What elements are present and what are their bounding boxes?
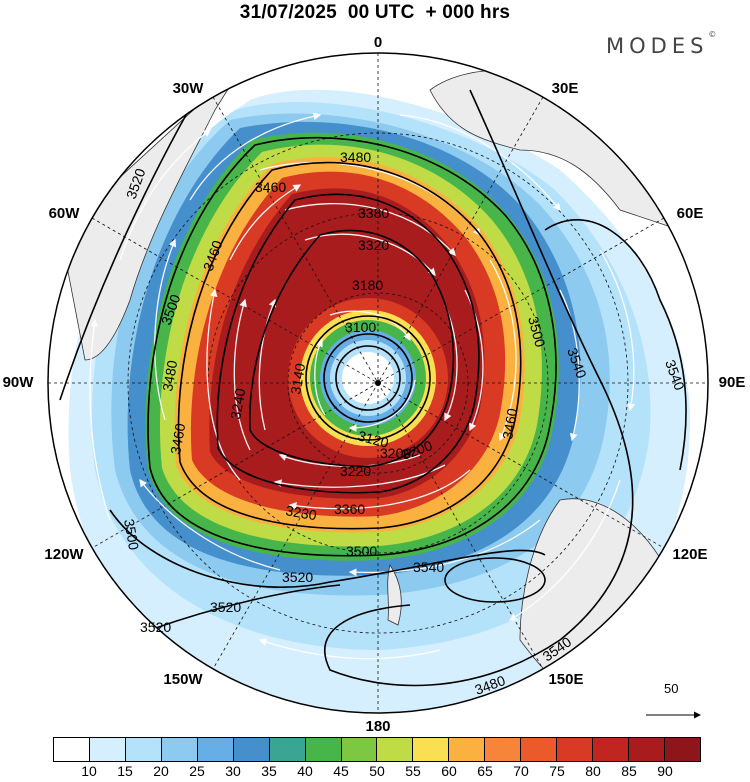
- contour-label: 3180: [352, 277, 383, 293]
- colorbar-tick-label: 25: [189, 763, 205, 779]
- lon-label-180: 180: [365, 718, 391, 735]
- contour-label: 3480: [340, 149, 371, 165]
- contour-label: 3140: [287, 362, 308, 396]
- lon-label-30e: 30E: [551, 80, 579, 97]
- colorbar-segment: [125, 738, 162, 761]
- lon-label-120w: 120W: [44, 546, 84, 563]
- colorbar-tick-label: 30: [225, 763, 241, 779]
- colorbar-tick-label: 55: [405, 763, 421, 779]
- lon-label-150w: 150W: [163, 671, 203, 688]
- lon-label-60w: 60W: [48, 205, 80, 222]
- colorbar-segment: [269, 738, 306, 761]
- brand-name: MODES: [606, 34, 709, 58]
- contour-label: 3460: [167, 422, 188, 456]
- polar-stereographic-map: 3480 3460 3380 3320 3460 3500 3520 3520 …: [47, 52, 709, 714]
- contour-label: 3100: [345, 319, 376, 335]
- contour-label: 3380: [358, 205, 389, 221]
- colorbar: [53, 737, 701, 762]
- colorbar-segment: [557, 738, 594, 761]
- contour-label: 3500: [346, 543, 377, 559]
- contour-label: 3520: [210, 599, 241, 615]
- contour-label: 3500: [121, 518, 142, 552]
- land-new-zealand: [387, 564, 402, 626]
- colorbar-tick-label: 65: [477, 763, 493, 779]
- colorbar-tick-label: 10: [81, 763, 97, 779]
- colorbar-labels: 10 15 20 25 30 35 40 45 50 55 60 65 70 75 80 85 90: [53, 763, 701, 781]
- page-title: 31/07/2025 00 UTC + 000 hrs: [239, 2, 511, 23]
- lon-label-0: 0: [373, 34, 383, 51]
- colorbar-tick-label: 75: [549, 763, 565, 779]
- colorbar-segment: [54, 738, 90, 761]
- colorbar-segment: [485, 738, 522, 761]
- colorbar-tick-label: 45: [333, 763, 349, 779]
- colorbar-tick-label: 70: [513, 763, 529, 779]
- colorbar-segment: [413, 738, 450, 761]
- lon-label-90w: 90W: [2, 374, 34, 391]
- colorbar-segment: [341, 738, 378, 761]
- contour-label: 3200: [380, 445, 411, 461]
- colorbar-tick-label: 60: [441, 763, 457, 779]
- lon-label-150e: 150E: [548, 671, 584, 688]
- modes-logo: MODES©: [606, 30, 717, 58]
- contour-label: 3230: [284, 502, 318, 523]
- reference-arrow-icon: [646, 711, 701, 719]
- colorbar-tick-label: 35: [261, 763, 277, 779]
- contour-label: 3460: [255, 179, 286, 195]
- contour-label: 3480: [159, 359, 180, 393]
- colorbar-segment: [593, 738, 629, 761]
- colorbar-segment: [377, 738, 414, 761]
- lon-label-60e: 60E: [676, 205, 704, 222]
- colorbar-segment: [161, 738, 198, 761]
- map-boundary: [47, 52, 709, 714]
- contour-label: 3500: [525, 315, 549, 349]
- contour-label-group: 3480 3460 3380 3320 3460 3500 3520 3520 …: [121, 149, 688, 698]
- shade-inner-10: [342, 352, 394, 404]
- contour-label: 3540: [413, 559, 444, 575]
- colorbar-tick-label: 15: [117, 763, 133, 779]
- lon-label-30w: 30W: [172, 80, 204, 97]
- colorbar-segment: [449, 738, 486, 761]
- colorbar-segment: [521, 738, 558, 761]
- colorbar-segment: [197, 738, 234, 761]
- reference-vector-label: 50: [664, 681, 679, 696]
- contour-label: 3460: [499, 407, 520, 441]
- colorbar-tick-label: 40: [297, 763, 313, 779]
- contour-label: 3320: [358, 237, 389, 253]
- colorbar-tick-label: 20: [153, 763, 169, 779]
- colorbar-tick-label: 80: [585, 763, 601, 779]
- contour-label: 3520: [140, 619, 171, 635]
- colorbar-tick-label: 50: [369, 763, 385, 779]
- contour-label: 3360: [334, 501, 365, 517]
- colorbar-segment: [305, 738, 342, 761]
- pole-marker: [375, 380, 381, 386]
- contour-label: 3240: [227, 387, 248, 421]
- colorbar-tick-label: 90: [657, 763, 673, 779]
- colorbar-tick-label: 85: [621, 763, 637, 779]
- contour-label: 3120: [356, 427, 390, 451]
- lon-label-120e: 120E: [672, 546, 708, 563]
- height-contours: [59, 53, 687, 687]
- colorbar-segment: [233, 738, 270, 761]
- contour-label: 3220: [340, 463, 371, 479]
- contour-label: 3520: [282, 569, 313, 585]
- colorbar-segment: [664, 738, 700, 761]
- lon-label-90e: 90E: [718, 374, 746, 391]
- colorbar-segment: [629, 738, 665, 761]
- colorbar-segment: [89, 738, 126, 761]
